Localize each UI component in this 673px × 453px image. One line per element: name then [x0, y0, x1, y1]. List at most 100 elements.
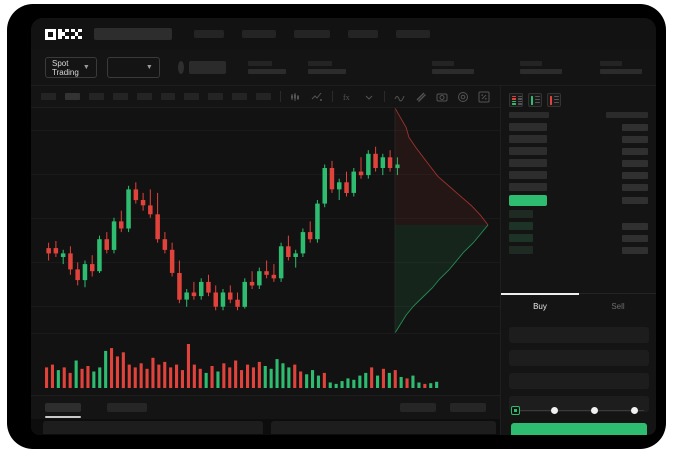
orderbook-bid-row[interactable] [509, 210, 648, 218]
stat-volume-quote [600, 61, 642, 74]
candlestick-chart[interactable] [31, 108, 500, 333]
amount-field[interactable] [509, 373, 649, 389]
indicators-icon[interactable]: fx [342, 91, 354, 103]
bottom-tabs [31, 395, 500, 419]
pair-bar: Spot Trading ▼ ▼ [31, 50, 656, 86]
bottom-tab-action-2[interactable] [450, 403, 486, 412]
ob-col-amount [606, 112, 648, 118]
bottom-panels [31, 419, 656, 435]
percent-slider[interactable] [511, 406, 647, 416]
device-frame: Spot Trading ▼ ▼ [7, 4, 666, 449]
orderbook-bid-row[interactable] [509, 234, 648, 242]
chevron-down-icon: ▼ [82, 64, 90, 71]
toolbar-divider [384, 91, 386, 102]
settings-gear-icon[interactable] [457, 91, 469, 103]
orderbook-bid-row[interactable] [509, 246, 648, 254]
orderbook-ask-row[interactable] [509, 183, 648, 191]
candles-svg [46, 146, 400, 311]
nav-item-4[interactable] [348, 30, 378, 38]
volume-histogram [31, 333, 500, 395]
ob-col-price [509, 112, 549, 118]
tab-sell[interactable]: Sell [579, 294, 656, 319]
stat-change [248, 61, 286, 74]
header-search-input[interactable] [94, 28, 172, 40]
tab-sell-label: Sell [611, 302, 625, 311]
interval-1[interactable] [41, 93, 56, 100]
buy-submit-button[interactable] [511, 423, 647, 435]
slider-stop-75[interactable] [631, 407, 638, 414]
orderbook[interactable] [501, 112, 656, 254]
spot-trading-label: Spot Trading [52, 58, 79, 77]
interval-4[interactable] [112, 93, 128, 100]
chart-toolbar: fx [31, 86, 500, 108]
orderbook-view-bids-icon[interactable] [528, 93, 542, 107]
orderbook-view-both-icon[interactable] [509, 93, 523, 107]
orderbook-header [509, 112, 648, 118]
orderbook-bid-row[interactable] [509, 222, 648, 230]
bottom-tab-action-1[interactable] [400, 403, 436, 412]
orderbook-ask-row[interactable] [509, 171, 648, 179]
interval-2[interactable] [64, 93, 80, 100]
logo-glyph-k [58, 28, 69, 40]
bottom-tab-order-history[interactable] [107, 403, 147, 412]
slider-handle[interactable] [511, 406, 520, 415]
interval-9[interactable] [232, 93, 248, 100]
svg-text:fx: fx [343, 93, 350, 102]
orderbook-ask-row[interactable] [509, 135, 648, 143]
side-panel: Buy Sell [500, 86, 656, 435]
nav-item-5[interactable] [396, 30, 430, 38]
nav-item-1[interactable] [194, 30, 224, 38]
toolbar-divider [332, 91, 334, 102]
interval-5[interactable] [136, 93, 152, 100]
orderbook-ask-row[interactable] [509, 147, 648, 155]
bottom-panel-right[interactable] [271, 421, 496, 434]
line-chart-icon[interactable] [311, 91, 323, 103]
toolbar-divider [280, 91, 282, 102]
orderbook-view-toggles [501, 86, 656, 112]
okx-logo-icon[interactable] [45, 28, 82, 40]
price-field[interactable] [509, 350, 649, 366]
compare-chevron-icon[interactable] [363, 91, 375, 103]
spot-trading-dropdown[interactable]: Spot Trading ▼ [45, 57, 97, 78]
chevron-down-icon: ▼ [145, 64, 153, 71]
nav-item-2[interactable] [242, 30, 276, 38]
interval-3[interactable] [88, 93, 104, 100]
orderbook-ask-row[interactable] [509, 123, 648, 131]
market-depth-overlay [394, 108, 489, 333]
interval-7[interactable] [184, 93, 200, 100]
interval-8[interactable] [208, 93, 224, 100]
magnet-icon[interactable] [415, 91, 427, 103]
interval-6[interactable] [160, 93, 176, 100]
fullscreen-icon[interactable] [478, 91, 490, 103]
trendline-icon[interactable] [394, 91, 406, 103]
top-header [31, 18, 656, 50]
bottom-panel-left[interactable] [43, 421, 263, 434]
volume-bars-svg [45, 344, 439, 389]
pair-dropdown[interactable]: ▼ [106, 57, 160, 78]
pair-coin-avatar [177, 61, 184, 74]
slider-stop-25[interactable] [551, 407, 558, 414]
stat-high [308, 61, 346, 74]
candlestick-chart-icon[interactable] [290, 91, 302, 103]
camera-icon[interactable] [436, 91, 448, 103]
logo-glyph-o [45, 28, 56, 40]
slider-track [514, 410, 644, 411]
tab-buy-label: Buy [533, 302, 547, 311]
nav-item-3[interactable] [294, 30, 330, 38]
orderbook-spread-row[interactable] [509, 195, 648, 206]
stat-low [432, 61, 474, 74]
bottom-tab-open-orders[interactable] [45, 403, 81, 418]
total-field[interactable] [509, 396, 649, 412]
orderbook-ask-row[interactable] [509, 159, 648, 167]
tab-buy[interactable]: Buy [501, 293, 579, 319]
interval-10[interactable] [256, 93, 272, 100]
slider-stop-50[interactable] [591, 407, 598, 414]
logo-glyph-x [71, 28, 82, 40]
pair-last-price [188, 61, 226, 74]
trade-tabs: Buy Sell [501, 293, 656, 319]
stat-volume-base [520, 61, 562, 74]
order-type-field[interactable] [509, 327, 649, 343]
orderbook-view-asks-icon[interactable] [547, 93, 561, 107]
order-form [501, 319, 656, 427]
device-screen: Spot Trading ▼ ▼ [31, 18, 656, 435]
